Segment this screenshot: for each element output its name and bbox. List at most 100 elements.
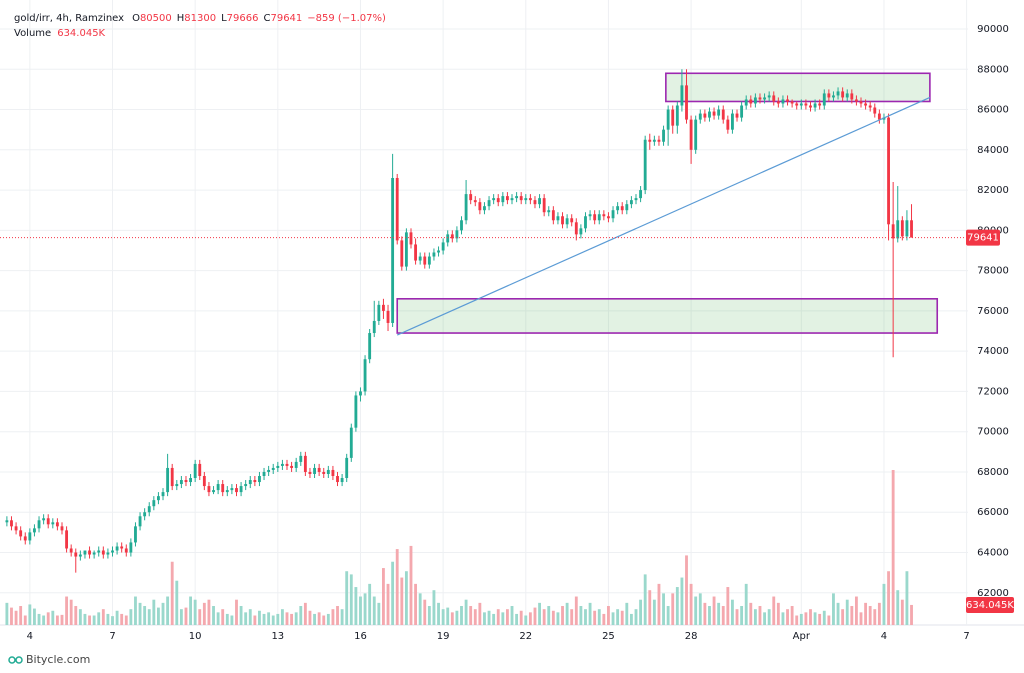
candle-body bbox=[675, 105, 679, 126]
candle-body bbox=[28, 532, 32, 541]
candle-body bbox=[363, 359, 367, 392]
volume-bar bbox=[666, 606, 670, 625]
ohlc-prefix: O bbox=[132, 13, 140, 24]
volume-bar bbox=[83, 613, 87, 625]
ohlc-prefix: C bbox=[263, 13, 270, 24]
candle-body bbox=[786, 99, 789, 102]
volume-bar bbox=[551, 610, 555, 625]
volume-bar bbox=[905, 571, 909, 625]
y-tick-label: 88000 bbox=[977, 64, 1009, 75]
candle-body bbox=[51, 522, 55, 525]
volume-bar bbox=[827, 615, 831, 625]
candle-body bbox=[382, 304, 385, 311]
candle-body bbox=[496, 198, 500, 203]
candle-body bbox=[290, 465, 294, 468]
volume-bar bbox=[657, 583, 661, 625]
candle-body bbox=[372, 320, 376, 334]
candle-body bbox=[749, 99, 753, 104]
candle-body bbox=[689, 119, 693, 150]
volume-bar bbox=[258, 610, 261, 625]
candle-body bbox=[859, 101, 863, 104]
candle-body bbox=[248, 480, 252, 485]
candle-body bbox=[561, 216, 564, 225]
volume-bar bbox=[152, 599, 156, 625]
candle-body bbox=[423, 256, 427, 265]
candle-body bbox=[781, 99, 785, 104]
candle-body bbox=[597, 214, 601, 221]
candle-body bbox=[331, 469, 335, 476]
volume-bar bbox=[88, 615, 91, 625]
volume-bar bbox=[799, 613, 803, 625]
candle-body bbox=[721, 109, 725, 120]
volume-bar bbox=[877, 602, 881, 625]
candle-body bbox=[42, 518, 46, 521]
volume-bar bbox=[455, 610, 459, 625]
candle-body bbox=[212, 490, 215, 493]
candle-body bbox=[450, 234, 454, 239]
y-tick-label: 82000 bbox=[977, 185, 1009, 196]
grid bbox=[0, 0, 968, 625]
candle-body bbox=[166, 467, 170, 493]
y-tick-label: 64000 bbox=[977, 548, 1009, 559]
candle-body bbox=[873, 107, 877, 114]
candle-body bbox=[308, 471, 312, 474]
y-tick-label: 72000 bbox=[977, 386, 1009, 397]
candle-body bbox=[602, 214, 606, 217]
candle-body bbox=[524, 198, 528, 201]
x-tick-label: 28 bbox=[685, 631, 698, 642]
volume-bar bbox=[652, 599, 656, 625]
y-tick-label: 68000 bbox=[977, 467, 1009, 478]
candle-body bbox=[483, 206, 486, 211]
candle-body bbox=[78, 554, 82, 557]
volume-value: 634.045K bbox=[57, 28, 105, 39]
volume-bar bbox=[735, 609, 739, 625]
ohlc-prefix: L bbox=[221, 13, 227, 24]
watermark-icon bbox=[8, 656, 23, 664]
candle-body bbox=[313, 467, 316, 474]
volume-bar bbox=[349, 574, 353, 625]
candle-body bbox=[533, 200, 537, 205]
volume-bar bbox=[538, 602, 541, 625]
candle-body bbox=[758, 97, 762, 100]
candle-body bbox=[5, 520, 9, 523]
volume-bar bbox=[565, 602, 569, 625]
candle-body bbox=[157, 496, 160, 501]
volume-bar bbox=[868, 606, 872, 625]
candle-body bbox=[832, 95, 835, 98]
volume-bar bbox=[717, 602, 721, 625]
candle-body bbox=[37, 520, 41, 529]
volume-bar bbox=[809, 609, 812, 625]
candle-body bbox=[708, 111, 711, 118]
volume-bar bbox=[708, 606, 711, 625]
candle-body bbox=[294, 461, 298, 468]
volume-bar bbox=[703, 602, 707, 625]
volume-bar bbox=[161, 602, 165, 625]
volume-bar bbox=[464, 599, 468, 625]
volume-bar bbox=[854, 596, 858, 625]
candle-body bbox=[432, 252, 436, 257]
candle-body bbox=[643, 139, 647, 191]
candle-body bbox=[804, 103, 808, 106]
candle-body bbox=[515, 196, 519, 199]
volume-bar bbox=[781, 612, 785, 625]
volume-bar bbox=[487, 610, 491, 625]
candle-body bbox=[340, 478, 344, 483]
volume-bar bbox=[675, 587, 679, 625]
candle-body bbox=[106, 552, 110, 555]
volume-bar bbox=[887, 571, 890, 625]
price-tag-bg bbox=[966, 229, 1000, 246]
volume-bar bbox=[786, 609, 789, 625]
candle-body bbox=[253, 480, 257, 483]
volume-bar bbox=[143, 606, 147, 625]
volume-bar bbox=[336, 606, 339, 625]
volume-bar bbox=[473, 609, 477, 625]
volume-bar bbox=[611, 612, 615, 625]
volume-bar bbox=[515, 613, 519, 625]
candle-body bbox=[19, 530, 23, 537]
volume-bar bbox=[271, 615, 275, 625]
volume-bar bbox=[55, 615, 59, 625]
candle-body bbox=[547, 210, 551, 213]
volume-bar bbox=[813, 612, 817, 625]
